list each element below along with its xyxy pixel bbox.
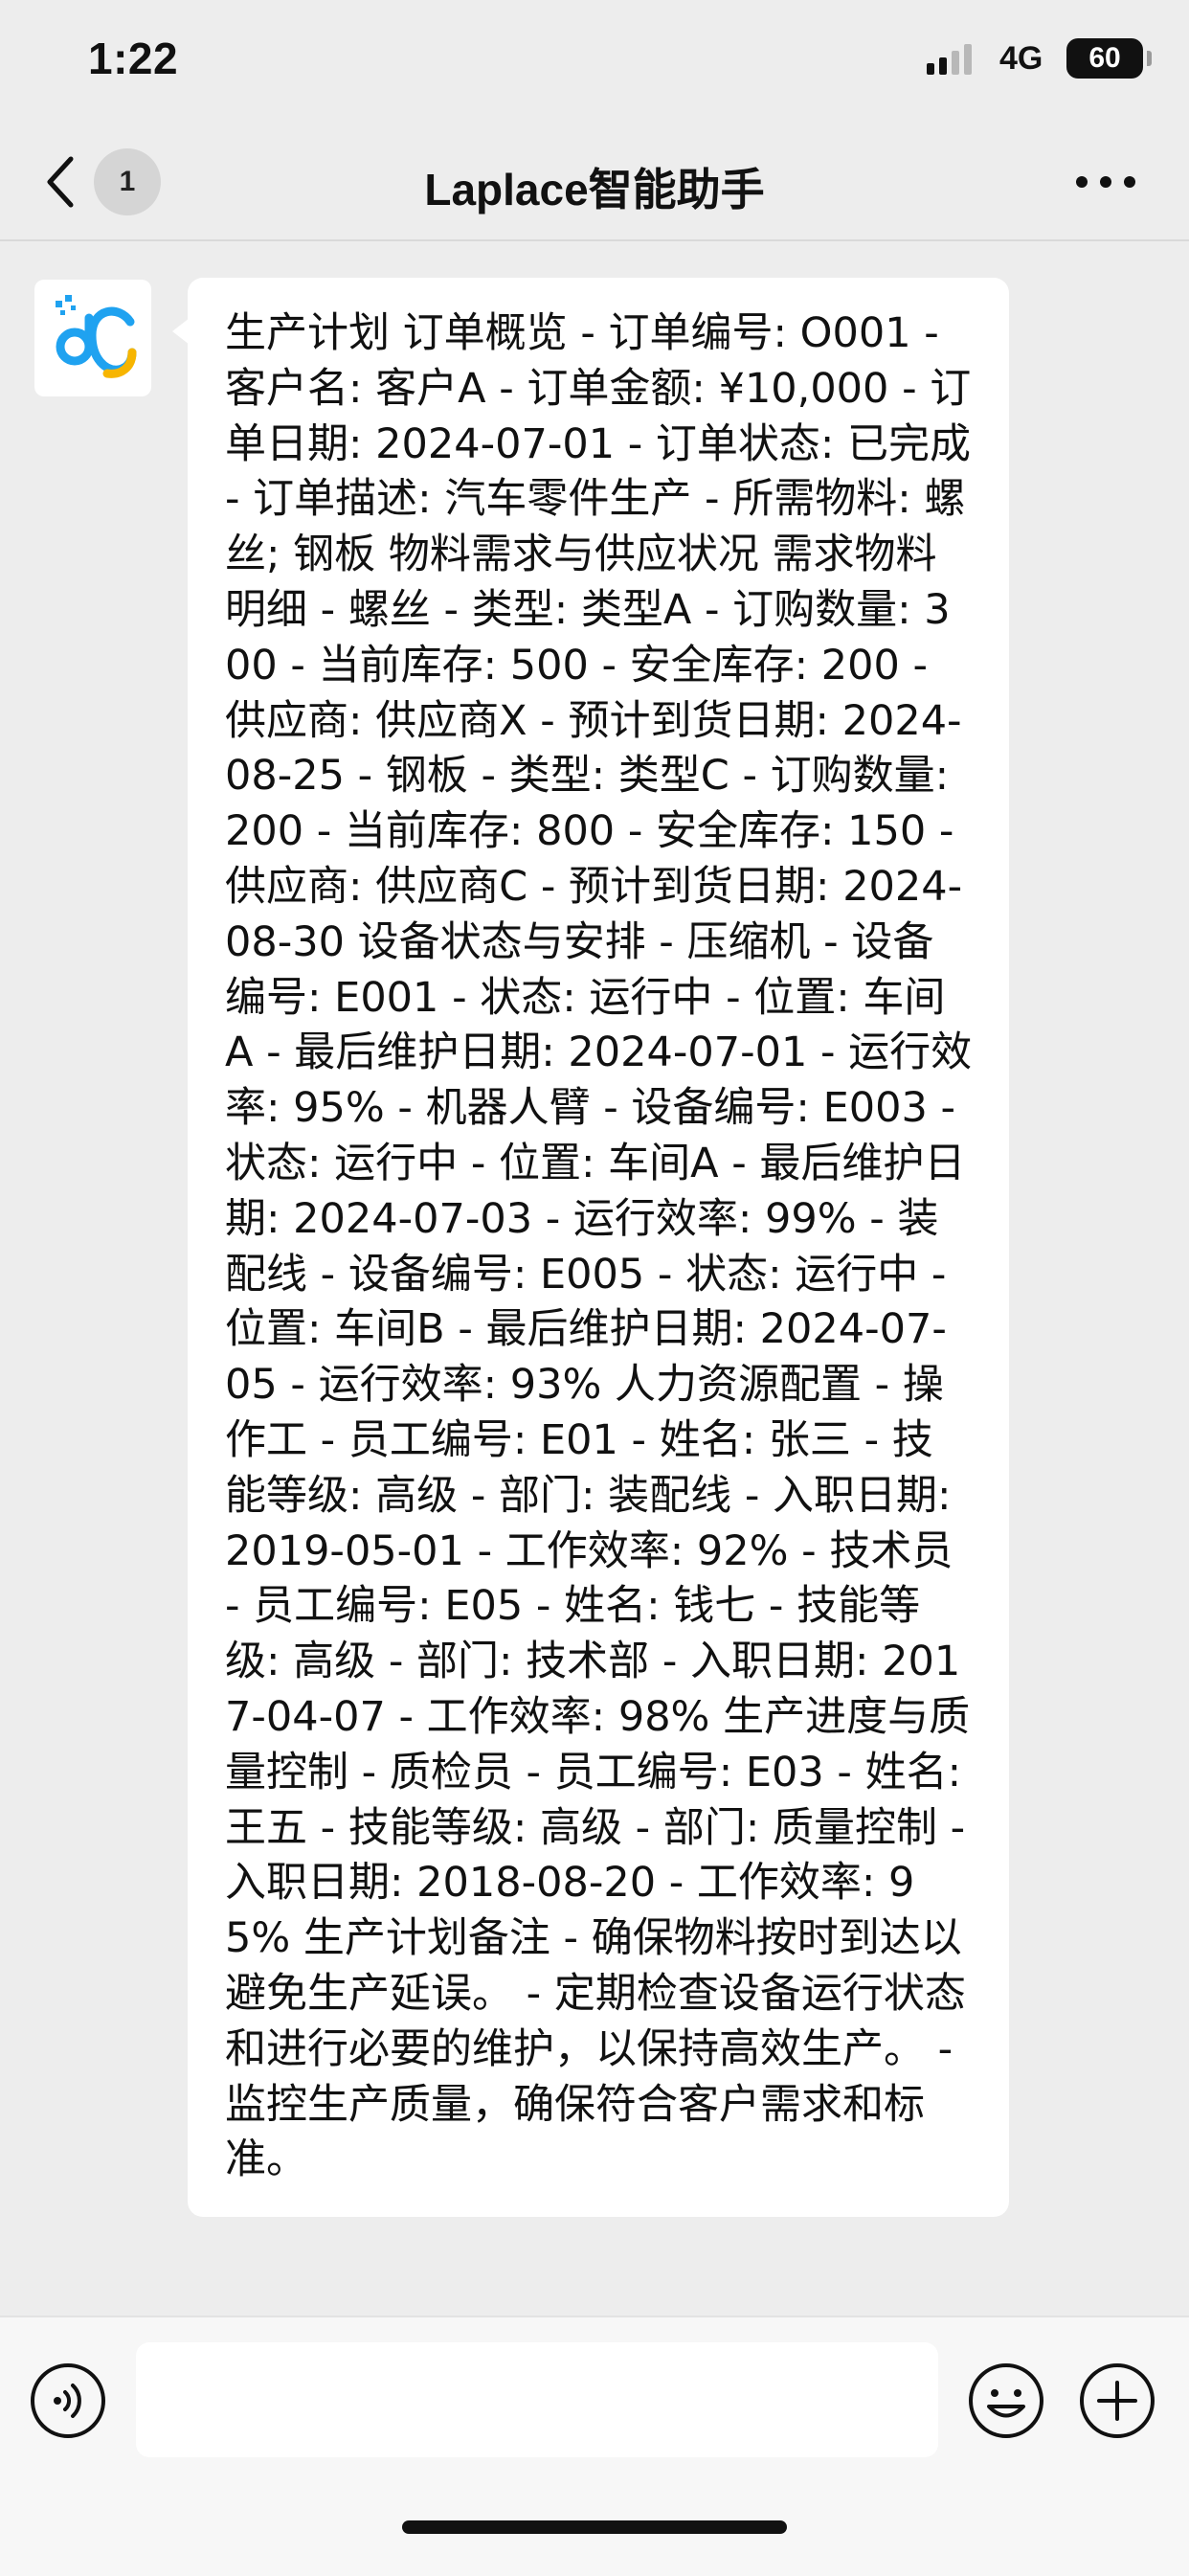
laplace-logo-icon — [56, 295, 137, 378]
home-indicator[interactable] — [402, 2520, 787, 2534]
status-time: 1:22 — [88, 34, 179, 83]
voice-input-icon[interactable] — [29, 2361, 107, 2440]
emoji-icon[interactable] — [967, 2361, 1045, 2440]
unread-count-badge[interactable]: 1 — [94, 148, 161, 215]
plus-icon[interactable] — [1078, 2361, 1156, 2440]
battery-cap — [1147, 51, 1152, 66]
message-bubble[interactable]: 生产计划 订单概览 - 订单编号: O001 - 客户名: 客户A - 订单金额… — [188, 278, 1009, 2218]
message-input[interactable] — [136, 2342, 938, 2457]
chat-area: 生产计划 订单概览 - 订单编号: O001 - 客户名: 客户A - 订单金额… — [0, 241, 1189, 2316]
signal-icon — [927, 44, 972, 75]
network-type: 4G — [999, 40, 1043, 77]
input-bar — [0, 2316, 1189, 2576]
status-bar: 1:22 4G 60 — [0, 0, 1189, 124]
back-button[interactable] — [38, 151, 84, 213]
message-text: 生产计划 订单概览 - 订单编号: O001 - 客户名: 客户A - 订单金额… — [225, 309, 973, 2184]
assistant-avatar[interactable] — [34, 280, 151, 396]
nav-bar: 1 Laplace智能助手 — [0, 124, 1189, 241]
battery-level: 60 — [1088, 42, 1121, 74]
more-options-icon[interactable] — [1072, 172, 1139, 192]
chat-title: Laplace智能助手 — [424, 165, 765, 215]
battery-icon: 60 — [1066, 38, 1143, 79]
bubble-tail — [172, 318, 190, 345]
